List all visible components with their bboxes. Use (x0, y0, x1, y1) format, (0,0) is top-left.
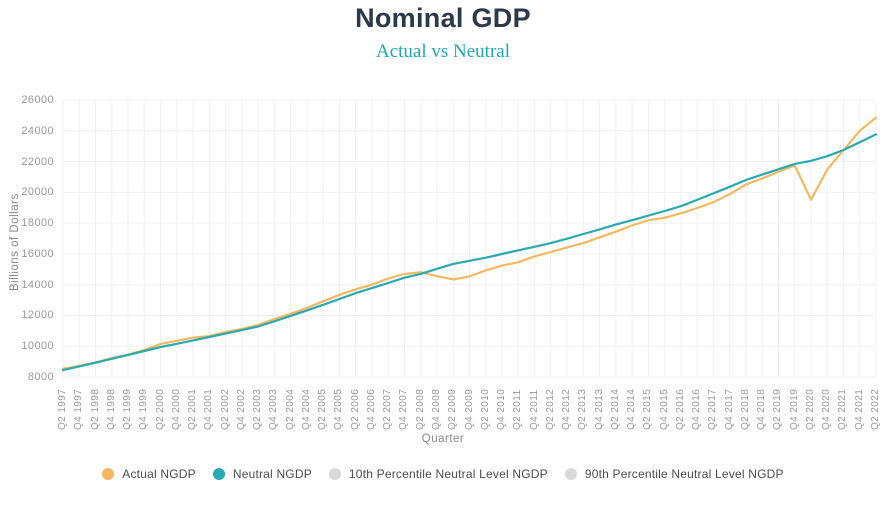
x-axis-tick-label: Q4 2011 (528, 389, 540, 430)
y-axis-tick-label: 24000 (21, 124, 54, 137)
actual-ngdp-line[interactable] (61, 116, 878, 370)
chart-title: Nominal GDP (355, 3, 531, 33)
x-axis-tick-label: Q4 2017 (723, 388, 735, 430)
x-axis-tick-label: Q4 2013 (593, 388, 605, 430)
x-axis-tick-label: Q2 1999 (122, 388, 134, 430)
y-axis-tick-label: 20000 (21, 186, 54, 199)
x-axis-tick-label: Q4 2005 (333, 388, 345, 430)
x-axis-tick-label: Q2 2004 (284, 388, 296, 430)
x-axis-tick-label: Q4 2000 (170, 388, 182, 430)
x-axis-tick-label: Q2 2013 (577, 388, 589, 430)
y-axis-tick-label: 16000 (21, 247, 54, 260)
x-axis-tick-label: Q2 2002 (219, 388, 231, 430)
legend-item-90th-percentile-neutral-level-ngdp[interactable]: 90th Percentile Neutral Level NGDP (564, 467, 784, 481)
y-axis-tick-label: 12000 (21, 309, 54, 322)
x-axis-tick-label: Q4 1997 (73, 388, 85, 430)
legend-swatch-icon (564, 468, 577, 480)
x-axis-title: Quarter (421, 433, 465, 445)
x-axis-tick-label: Q4 2006 (365, 388, 377, 430)
x-axis-tick-label: Q4 1999 (138, 388, 150, 430)
x-axis-tick-label: Q4 2003 (268, 388, 280, 430)
x-axis-tick-label: Q2 2001 (187, 388, 199, 430)
x-axis-tick-label: Q4 2008 (430, 388, 442, 430)
x-axis-tick-label: Q2 2021 (837, 388, 849, 430)
legend-swatch-icon (328, 468, 341, 480)
y-axis-tick-label: 14000 (21, 278, 54, 291)
x-axis-tick-label: Q4 2007 (398, 388, 410, 430)
x-axis-tick-label: Q4 2001 (203, 388, 215, 430)
plot-area[interactable]: 26000 24000 22000 20000 18000 16000 14000 12000… (0, 92, 886, 458)
x-axis-tick-label: Q4 2012 (561, 388, 573, 430)
x-axis-tick-label: Q2 2005 (317, 388, 329, 430)
y-axis-tick-label: 10000 (21, 340, 54, 353)
legend-label: 10th Percentile Neutral Level NGDP (348, 467, 548, 481)
x-axis-tick-label: Q2 2022 (870, 388, 881, 430)
legend-item-neutral-ngdp[interactable]: Neutral NGDP (212, 467, 312, 481)
x-axis-tick-label: Q2 2015 (642, 388, 654, 430)
x-axis-tick-label: Q4 2014 (626, 388, 638, 430)
x-axis-tick-label: Q4 2019 (788, 388, 800, 430)
x-axis-tick-label: Q4 2010 (496, 388, 508, 430)
x-axis-tick-label: Q4 2015 (658, 388, 670, 430)
x-axis-tick-label: Q2 2018 (739, 388, 751, 430)
neutral-ngdp-line[interactable] (61, 133, 878, 372)
x-axis-tick-label: Q4 2016 (691, 388, 703, 430)
x-axis-tick-label: Q2 2003 (252, 388, 264, 430)
x-axis-tick-label: Q2 2000 (154, 388, 166, 430)
x-axis-tick-label: Q2 2012 (544, 388, 556, 430)
y-axis-tick-label: 8000 (27, 371, 54, 383)
x-axis-tick-label: Q4 1998 (105, 388, 117, 430)
legend-label: Neutral NGDP (232, 467, 312, 481)
legend-swatch-icon (212, 468, 225, 480)
y-axis-tick-label: 18000 (21, 217, 54, 230)
x-axis-tick-label: Q2 1997 (57, 388, 68, 430)
x-axis-tick-label: Q4 2021 (853, 388, 865, 430)
x-axis-tick-label: Q2 2017 (707, 388, 719, 430)
y-axis-tick-label: 26000 (21, 94, 54, 106)
x-axis-tick-label: Q2 2014 (609, 388, 621, 430)
x-axis-tick-label: Q2 2016 (674, 388, 686, 430)
x-axis-tick-label: Q2 2010 (479, 388, 491, 430)
legend-swatch-icon (102, 468, 115, 480)
legend-label: 90th Percentile Neutral Level NGDP (584, 467, 784, 481)
gridlines (62, 99, 877, 378)
x-axis-tick-label: Q2 2011 (512, 389, 524, 430)
y-axis-title: Billions of Dollars (9, 193, 21, 291)
x-axis-tick-label: Q2 2006 (349, 388, 361, 430)
chart-subtitle: Actual vs Neutral (375, 41, 510, 62)
x-axis-tick-label: Q4 2009 (463, 388, 475, 430)
x-axis-tick-label: Q2 1998 (89, 388, 101, 430)
x-axis-tick-label: Q4 2020 (821, 388, 833, 430)
legend-label: Actual NGDP (122, 467, 196, 481)
x-axis-tick-label: Q2 2009 (447, 388, 459, 430)
x-axis-tick-label: Q2 2019 (772, 388, 784, 430)
x-axis-tick-label: Q4 2018 (756, 388, 768, 430)
x-axis-tick-label: Q4 2004 (300, 388, 312, 430)
legend: Actual NGDP Neutral NGDP 10th Percentile N… (0, 467, 886, 481)
x-axis-tick-label: Q2 2007 (382, 388, 394, 430)
x-axis-tick-label: Q4 2002 (235, 388, 247, 430)
x-axis-tick-label: Q2 2020 (804, 388, 816, 430)
x-axis-tick-label: Q2 2008 (414, 388, 426, 430)
plot-canvas[interactable] (0, 92, 886, 458)
legend-item-10th-percentile-neutral-level-ngdp[interactable]: 10th Percentile Neutral Level NGDP (328, 467, 548, 481)
legend-item-actual-ngdp[interactable]: Actual NGDP (102, 467, 196, 481)
y-axis-tick-label: 22000 (21, 155, 54, 168)
